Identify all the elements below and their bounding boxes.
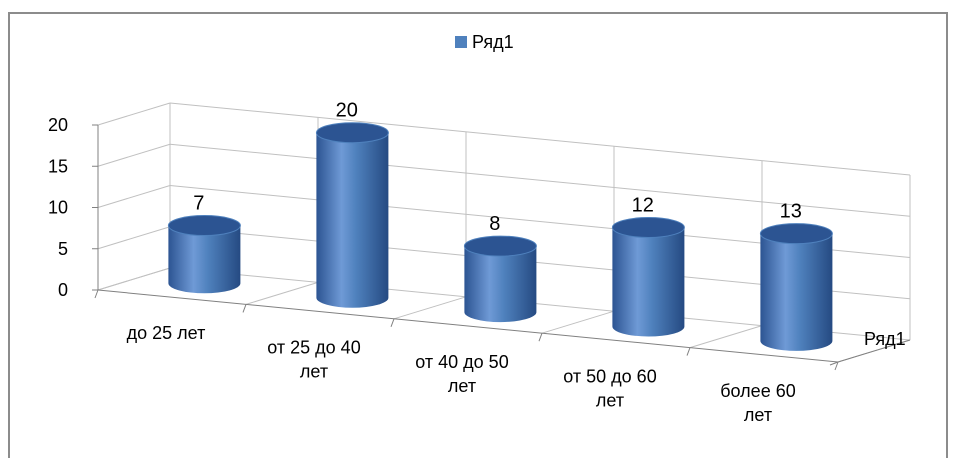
x-tick-label: от 50 до 60 лет	[563, 366, 656, 410]
x-tick-mark	[538, 333, 543, 342]
bar-top	[759, 223, 833, 245]
x-tick-label: от 25 до 40 лет	[267, 338, 360, 382]
x-tick-label: до 25 лет	[127, 323, 206, 343]
bar-body	[168, 225, 241, 294]
legend: Ряд1	[455, 32, 514, 52]
data-label: 8	[489, 213, 500, 235]
back-gridline	[169, 102, 911, 176]
bar	[759, 223, 833, 351]
bar-body	[760, 233, 833, 351]
side-gridline	[97, 226, 171, 250]
axes	[92, 124, 911, 371]
x-tick-label: от 40 до 50 лет	[415, 352, 508, 396]
back-gridline	[169, 143, 911, 217]
y-tick-label: 0	[58, 280, 68, 300]
y-tick-label: 15	[48, 156, 68, 176]
bar-top	[167, 215, 241, 237]
data-label: 7	[193, 193, 204, 215]
x-tick-mark	[834, 361, 839, 371]
y-tick-label: 10	[48, 198, 68, 218]
bar	[167, 215, 241, 294]
x-axis-ticks: до 25 лет от 25 до 40 лет от 40 до 50 лет от …	[127, 323, 796, 425]
bar	[611, 217, 685, 337]
x-tick-mark	[390, 318, 395, 327]
depth-tick-mark	[829, 361, 839, 366]
data-label: 12	[632, 195, 654, 217]
depth-axis-label: Ряд1	[864, 329, 906, 349]
side-gridline	[97, 185, 171, 208]
x-axis-line	[97, 289, 839, 363]
bar-top	[463, 235, 537, 257]
y-tick-label: 5	[58, 239, 68, 259]
legend-swatch	[455, 36, 467, 48]
y-axis-ticks: 0 5 10 15 20	[48, 115, 68, 300]
side-gridline	[97, 102, 171, 126]
bar	[315, 122, 389, 308]
floor-divider	[689, 325, 763, 349]
floor-divider	[97, 267, 171, 291]
bar	[463, 235, 537, 323]
legend-label: Ряд1	[472, 32, 514, 52]
data-label: 13	[780, 201, 802, 223]
floor-divider	[541, 310, 615, 334]
floor-divider	[393, 296, 467, 320]
x-tick-label: более 60 лет	[720, 381, 795, 425]
x-tick-mark	[94, 289, 99, 299]
y-tick-label: 20	[48, 115, 68, 135]
bar-top	[611, 217, 685, 238]
bar-body	[612, 227, 685, 337]
depth-axis-line	[837, 339, 911, 363]
bar-body	[464, 246, 537, 323]
bars	[167, 122, 833, 351]
x-tick-mark	[242, 304, 247, 313]
data-label: 20	[336, 100, 358, 122]
side-gridline	[97, 143, 171, 167]
x-tick-mark	[686, 347, 691, 356]
data-labels: 7 20 8 12 13	[193, 100, 802, 235]
bar-top	[315, 122, 389, 144]
floor-divider	[245, 281, 319, 305]
bar-body	[316, 132, 389, 308]
